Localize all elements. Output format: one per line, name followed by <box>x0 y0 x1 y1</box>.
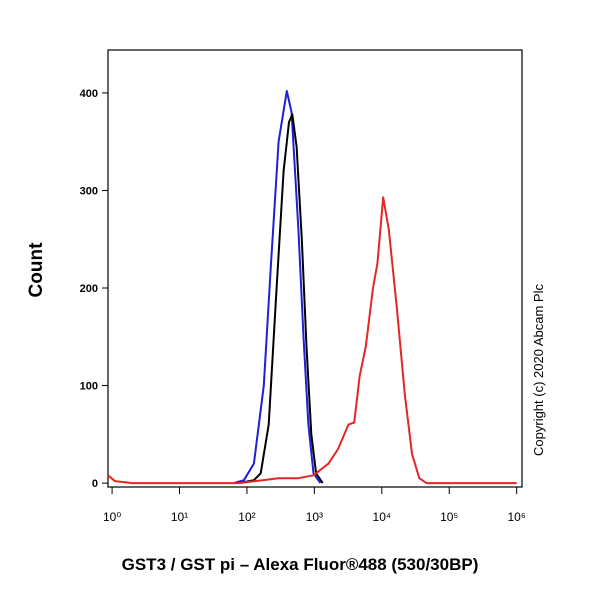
x-tick-label: 10² <box>238 510 255 524</box>
histogram-line <box>107 196 517 485</box>
y-tick-label: 400 <box>80 88 98 100</box>
copyright: Copyright (c) 2020 Abcam Plc <box>531 284 546 456</box>
y-axis-label: Count <box>26 242 47 298</box>
y-tick-label: 100 <box>80 381 98 393</box>
x-tick-label: 10¹ <box>171 510 188 524</box>
plot-frame <box>107 49 523 488</box>
histogram-line <box>233 90 322 485</box>
y-tick-label: 300 <box>80 185 98 197</box>
x-tick-label: 10³ <box>306 510 323 524</box>
x-tick-label: 10⁶ <box>508 510 526 524</box>
y-tick-label: 200 <box>80 283 98 295</box>
x-tick-label: 10⁵ <box>440 510 458 524</box>
x-tick-label: 10⁰ <box>103 510 121 524</box>
x-axis-label: GST3 / GST pi – Alexa Fluor®488 (530/30B… <box>122 555 479 574</box>
y-tick-label: 0 <box>92 478 98 490</box>
x-tick-label: 10⁴ <box>373 510 392 524</box>
histogram-line <box>238 113 324 485</box>
